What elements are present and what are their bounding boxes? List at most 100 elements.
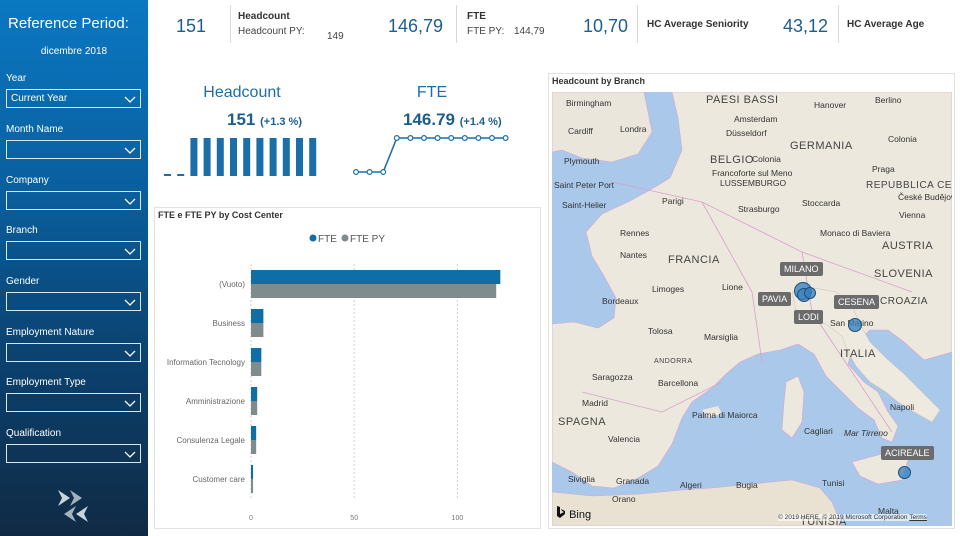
map-city-label: Valencia	[608, 434, 640, 444]
bar-fte-py[interactable]	[251, 362, 262, 376]
bar-fte-py[interactable]	[251, 284, 497, 298]
branch-tag-acireale[interactable]: ACIREALE	[881, 446, 934, 460]
bing-label: Bing	[569, 509, 592, 521]
headcount-bar	[309, 138, 317, 176]
map-city-label: Bordeaux	[602, 296, 639, 306]
fte-by-cost-center-panel: FTE e FTE PY by Cost Center FTE FTE PY 0 50…	[154, 207, 541, 529]
fte-point	[502, 134, 509, 142]
branch-tag-lodi[interactable]: LODI	[794, 310, 824, 324]
fte-point	[366, 168, 373, 175]
chart-legend: FTE FTE PY	[309, 234, 385, 245]
map-copyright: © 2019 HERE, © 2019 Microsoft Corporatio…	[778, 514, 927, 521]
bar-fte-py[interactable]	[251, 479, 254, 493]
bar-fte[interactable]	[251, 348, 262, 362]
swap-arrows-icon[interactable]	[56, 488, 90, 524]
map-city-label: Barcellona	[658, 378, 699, 388]
branch-tag-pavia[interactable]: PAVIA	[758, 292, 792, 306]
map-city-label: Napoli	[890, 402, 915, 412]
legend-fte-label: FTE	[318, 234, 337, 245]
bar-fte[interactable]	[251, 465, 254, 479]
headcount-bar	[164, 174, 171, 176]
fte-py-value: 144,79	[514, 26, 545, 37]
map-country-label: ANDORRA	[654, 358, 693, 365]
fte-sparkline	[352, 134, 509, 175]
map-city-label: Praga	[872, 164, 895, 174]
reference-period-title: Reference Period:	[8, 15, 129, 32]
company-dropdown[interactable]	[6, 191, 141, 210]
fte-point	[489, 134, 496, 142]
map-country-label: AUSTRIA	[882, 240, 934, 252]
map-canvas[interactable]: Birmingham PAESI BASSI Hanover Berlino A…	[552, 92, 952, 526]
bar-fte[interactable]	[251, 309, 264, 323]
branch-bubble-acireale[interactable]	[898, 466, 911, 479]
divider	[456, 5, 457, 43]
bar-fte-py[interactable]	[251, 401, 258, 415]
category-label: Consulenza Legale	[177, 436, 246, 445]
panel-title: FTE e FTE PY by Cost Center	[158, 210, 283, 220]
map-sea-label: Mar Tirreno	[844, 428, 888, 438]
map-country-label: FRANCIA	[668, 254, 720, 266]
fte-point	[434, 134, 441, 142]
bar-fte[interactable]	[251, 387, 258, 401]
map-city-label: Limoges	[652, 284, 685, 294]
filter-branch: Branch	[6, 225, 141, 260]
chevron-down-icon	[124, 400, 136, 407]
year-dropdown[interactable]: Current Year	[6, 89, 141, 108]
branch-tag-cesena[interactable]: CESENA	[834, 295, 880, 309]
map-country-label: PAESI BASSI	[706, 94, 779, 106]
filter-gender: Gender	[6, 276, 141, 311]
headcount-py-label: Headcount PY:	[238, 26, 305, 37]
terms-link[interactable]: Terms	[909, 514, 927, 521]
bar-fte[interactable]	[251, 426, 257, 440]
headcount-kpi-value: 151	[176, 16, 207, 36]
age-kpi-value: 43,12	[783, 16, 829, 36]
branch-tag-milano[interactable]: MILANO	[780, 262, 823, 276]
category-label: Amministrazione	[186, 397, 246, 406]
map-country-label: TUNISIA	[800, 516, 847, 526]
map-city-label: Hanover	[814, 100, 847, 110]
headcount-bar	[177, 174, 185, 176]
bar-fte-py[interactable]	[251, 323, 264, 337]
map-city-label: Algeri	[680, 480, 702, 490]
headcount-bar	[216, 138, 224, 176]
month-name-dropdown[interactable]	[6, 140, 141, 159]
fte-bar-chart: FTE FTE PY 0 50 100 (Vuoto) Business Informatio…	[167, 234, 501, 522]
fte-card-title: FTE	[416, 84, 448, 101]
branch-dropdown[interactable]	[6, 241, 141, 260]
chevron-down-icon	[124, 299, 136, 306]
filter-label: Gender	[6, 276, 40, 287]
map-city-label: Marsiglia	[704, 332, 739, 342]
branch-bubble-lodi[interactable]	[804, 287, 816, 299]
filter-label: Year	[6, 73, 27, 84]
filter-sidebar: Reference Period: dicembre 2018 Year Cur…	[0, 0, 148, 536]
map-country-label: BELGIO	[710, 154, 754, 166]
dropdown-value: Current Year	[11, 93, 68, 104]
filter-company: Company	[6, 175, 141, 210]
headcount-bar	[230, 138, 237, 176]
qualification-dropdown[interactable]	[6, 444, 141, 463]
map-city-label: Amsterdam	[734, 114, 778, 124]
employment-type-dropdown[interactable]	[6, 393, 141, 412]
map-city-label: Plymouth	[564, 156, 600, 166]
chevron-down-icon	[124, 248, 136, 255]
bing-logo: Bing	[556, 506, 591, 521]
map-city-label: České Budějovice	[898, 192, 952, 202]
branch-bubble-cesena[interactable]	[848, 318, 862, 332]
map-city-label: Madrid	[582, 398, 608, 408]
filter-employment-type: Employment Type	[6, 377, 141, 412]
map-city-label: Lione	[722, 282, 743, 292]
gender-dropdown[interactable]	[6, 292, 141, 311]
bar-fte[interactable]	[251, 270, 501, 284]
map-city-label: Birmingham	[566, 98, 612, 108]
headcount-bar	[256, 138, 264, 176]
map-city-label: Francoforte sul Meno	[712, 168, 793, 178]
map-city-label: Strasburgo	[738, 204, 780, 214]
employment-nature-dropdown[interactable]	[6, 343, 141, 362]
fte-kpi-value: 146,79	[388, 16, 444, 36]
bar-fte-py[interactable]	[251, 440, 257, 454]
filter-label: Qualification	[6, 428, 62, 439]
headcount-by-branch-panel: Headcount by Branch Birmingham PAESI BAS…	[548, 73, 955, 529]
filter-label: Employment Nature	[6, 327, 95, 338]
map-city-label: Parigi	[662, 196, 684, 206]
map-city-label: Saint-Helier	[562, 200, 607, 210]
